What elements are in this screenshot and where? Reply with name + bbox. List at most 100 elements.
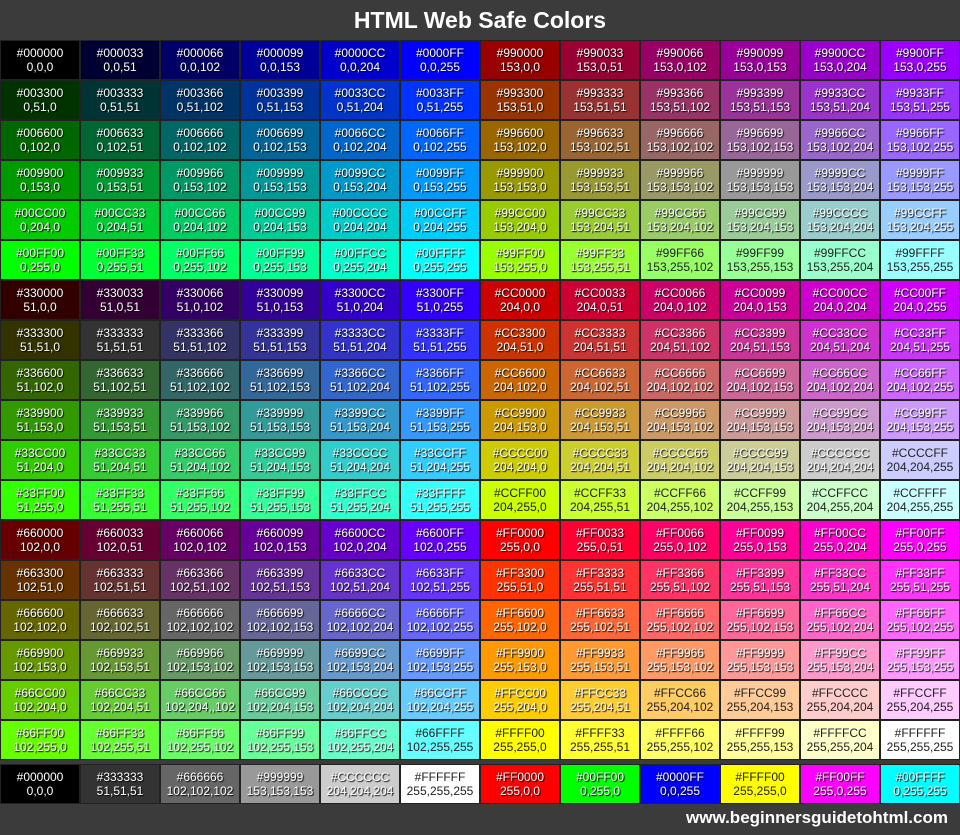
hex-label: #006666 bbox=[176, 126, 224, 140]
color-cell: #FF33CC 255,51,204 bbox=[800, 560, 880, 600]
rgb-label: 204,51,153 bbox=[729, 340, 791, 354]
rgb-label: 102,102,0 bbox=[13, 620, 67, 634]
color-cell: #00CC99 0,204,153 bbox=[240, 200, 320, 240]
rgb-label: 204,102,102 bbox=[646, 380, 714, 394]
hex-label: #33FFCC bbox=[333, 486, 386, 500]
hex-label: #CC0000 bbox=[494, 286, 546, 300]
color-cell: #CC9966 204,153,102 bbox=[640, 400, 720, 440]
rgb-label: 153,153,102 bbox=[646, 180, 714, 194]
hex-label: #FF9900 bbox=[495, 646, 545, 660]
color-cell: #660000 102,0,0 bbox=[0, 520, 80, 560]
rgb-label: 255,102,255 bbox=[886, 620, 954, 634]
color-cell: #00FFCC 0,255,204 bbox=[320, 240, 400, 280]
hex-label: #00CC33 bbox=[94, 206, 146, 220]
color-cell: #663333 102,51,51 bbox=[80, 560, 160, 600]
color-cell: #66FF33 102,255,51 bbox=[80, 720, 160, 760]
hex-label: #FF9933 bbox=[575, 646, 625, 660]
rgb-label: 153,153,51 bbox=[569, 180, 631, 194]
hex-label: #66FF99 bbox=[255, 726, 305, 740]
color-cell: #009900 0,153,0 bbox=[0, 160, 80, 200]
rgb-label: 51,204,51 bbox=[93, 460, 147, 474]
hex-label: #CC6633 bbox=[574, 366, 626, 380]
rgb-label: 204,204,153 bbox=[726, 460, 794, 474]
color-cell: #009933 0,153,51 bbox=[80, 160, 160, 200]
rgb-label: 153,255,204 bbox=[806, 260, 874, 274]
rgb-label: 255,102,204 bbox=[806, 620, 874, 634]
hex-label: #FF33FF bbox=[895, 566, 945, 580]
hex-label: #660033 bbox=[96, 526, 144, 540]
hex-label: #FF3333 bbox=[575, 566, 625, 580]
color-cell: #9999CC 153,153,204 bbox=[800, 160, 880, 200]
hex-label: #CC3399 bbox=[734, 326, 786, 340]
color-cell: #336699 51,102,153 bbox=[240, 360, 320, 400]
color-cell: #CC6699 204,102,153 bbox=[720, 360, 800, 400]
color-cell: #00FF66 0,255,102 bbox=[160, 240, 240, 280]
color-cell: #CC3399 204,51,153 bbox=[720, 320, 800, 360]
color-cell: #FFCCFF 255,204,255 bbox=[880, 680, 960, 720]
hex-label: #FFFFFF bbox=[894, 726, 946, 740]
rgb-label: 0,204,0 bbox=[19, 220, 61, 234]
rgb-label: 102,102,153 bbox=[246, 620, 314, 634]
color-cell: #FF3366 255,51,102 bbox=[640, 560, 720, 600]
hex-label: #333333 bbox=[96, 770, 144, 784]
rgb-label: 153,51,102 bbox=[649, 100, 711, 114]
hex-label: #66CCCC bbox=[332, 686, 388, 700]
rgb-label: 102,204,204 bbox=[326, 700, 394, 714]
color-cell: #999900 153,153,0 bbox=[480, 160, 560, 200]
hex-label: #0000CC bbox=[334, 46, 386, 60]
color-cell: #FF3333 255,51,51 bbox=[560, 560, 640, 600]
color-cell: #333300 51,51,0 bbox=[0, 320, 80, 360]
rgb-label: 153,51,255 bbox=[889, 100, 951, 114]
hex-label: #FF6600 bbox=[495, 606, 545, 620]
hex-label: #00FF00 bbox=[15, 246, 65, 260]
hex-label: #33CC33 bbox=[94, 446, 146, 460]
rgb-label: 153,255,51 bbox=[569, 260, 631, 274]
rgb-label: 102,153,153 bbox=[246, 660, 314, 674]
rgb-label: 255,204,153 bbox=[726, 700, 794, 714]
color-cell: #33CCFF 51,204,255 bbox=[400, 440, 480, 480]
rgb-label: 204,51,51 bbox=[573, 340, 627, 354]
color-cell: #FFFF66 255,255,102 bbox=[640, 720, 720, 760]
color-cell: #666600 102,102,0 bbox=[0, 600, 80, 640]
hex-label: #663300 bbox=[16, 566, 64, 580]
rgb-label: 204,204,204 bbox=[326, 784, 394, 798]
color-cell: #CCFF33 204,255,51 bbox=[560, 480, 640, 520]
hex-label: #CCCCCC bbox=[810, 446, 870, 460]
rgb-label: 153,102,0 bbox=[493, 140, 547, 154]
color-cell: #FFCCCC 255,204,204 bbox=[800, 680, 880, 720]
color-cell: #CC0066 204,0,102 bbox=[640, 280, 720, 320]
rgb-label: 0,51,255 bbox=[416, 100, 464, 114]
hex-label: #0000FF bbox=[415, 46, 465, 60]
color-cell: #993399 153,51,153 bbox=[720, 80, 800, 120]
color-cell: #CC0033 204,0,51 bbox=[560, 280, 640, 320]
hex-label: #6699CC bbox=[334, 646, 386, 660]
rgb-label: 0,0,255 bbox=[659, 784, 701, 798]
color-cell: #66CCFF 102,204,255 bbox=[400, 680, 480, 720]
hex-label: #0066FF bbox=[415, 126, 465, 140]
color-cell: #FF00FF 255,0,255 bbox=[880, 520, 960, 560]
color-cell: #9966FF 153,102,255 bbox=[880, 120, 960, 160]
color-cell: #FF0000 255,0,0 bbox=[480, 520, 560, 560]
hex-label: #FFCC00 bbox=[493, 686, 546, 700]
color-cell: #FFFF00 255,255,0 bbox=[480, 720, 560, 760]
hex-label: #CCFF66 bbox=[653, 486, 706, 500]
color-cell: #6633CC 102,51,204 bbox=[320, 560, 400, 600]
rgb-label: 153,153,255 bbox=[886, 180, 954, 194]
color-cell: #333333 51,51,51 bbox=[80, 320, 160, 360]
hex-label: #333366 bbox=[176, 326, 224, 340]
hex-label: #999933 bbox=[576, 166, 624, 180]
color-cell: #33FFFF 51,255,255 bbox=[400, 480, 480, 520]
hex-label: #66CC33 bbox=[94, 686, 146, 700]
rgb-label: 0,204,102 bbox=[173, 220, 227, 234]
hex-label: #FFCC33 bbox=[573, 686, 626, 700]
rgb-label: 102,0,102 bbox=[173, 540, 227, 554]
hex-label: #660066 bbox=[176, 526, 224, 540]
rgb-label: 153,51,51 bbox=[573, 100, 627, 114]
color-cell: #FF3399 255,51,153 bbox=[720, 560, 800, 600]
rgb-label: 0,204,204 bbox=[333, 220, 387, 234]
rgb-label: 0,153,102 bbox=[173, 180, 227, 194]
hex-label: #00CCCC bbox=[332, 206, 388, 220]
rgb-label: 204,153,51 bbox=[569, 420, 631, 434]
hex-label: #66FFFF bbox=[415, 726, 465, 740]
color-cell: #CC6633 204,102,51 bbox=[560, 360, 640, 400]
